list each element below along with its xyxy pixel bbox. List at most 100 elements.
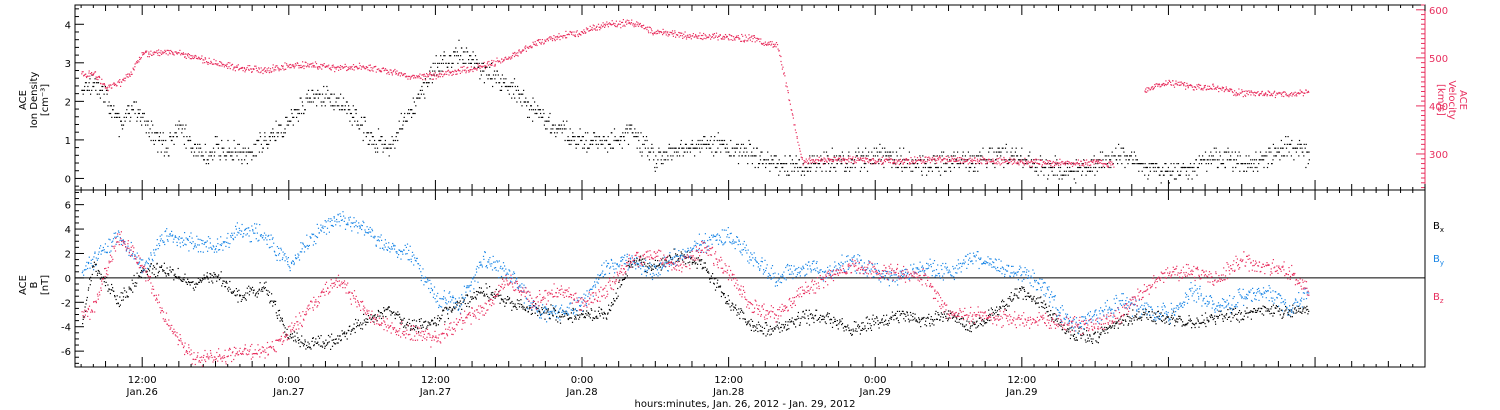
data-point	[304, 65, 306, 67]
data-point	[478, 291, 480, 294]
data-point	[986, 166, 988, 169]
data-point	[285, 334, 287, 336]
data-point	[1296, 92, 1298, 94]
data-point	[595, 139, 597, 142]
data-point	[436, 74, 438, 76]
data-point	[155, 268, 157, 270]
data-point	[162, 52, 164, 55]
data-point	[914, 166, 916, 169]
data-point	[1218, 91, 1220, 93]
data-point	[443, 74, 445, 76]
data-point	[259, 132, 261, 134]
data-point	[225, 155, 228, 157]
data-point	[1260, 93, 1262, 95]
data-point	[365, 67, 367, 70]
data-point	[124, 120, 126, 122]
data-point	[178, 278, 180, 280]
data-point	[322, 341, 324, 343]
data-point	[969, 157, 971, 159]
data-point	[823, 157, 825, 159]
data-point	[673, 147, 675, 149]
data-point	[423, 73, 425, 75]
data-point	[733, 155, 735, 157]
data-point	[1160, 85, 1162, 88]
data-point	[815, 159, 817, 161]
data-point	[626, 19, 628, 21]
data-point	[140, 116, 142, 118]
data-point	[1225, 88, 1228, 90]
data-point	[192, 57, 195, 60]
data-point	[272, 136, 274, 138]
data-point	[1092, 159, 1094, 161]
data-point	[1081, 163, 1083, 165]
data-point	[207, 163, 210, 165]
data-point	[724, 37, 726, 39]
data-point	[807, 162, 810, 164]
data-point	[884, 161, 886, 163]
data-point	[1237, 163, 1239, 165]
data-point	[453, 51, 455, 53]
data-point	[319, 66, 321, 68]
data-point	[936, 162, 938, 164]
data-point	[84, 306, 86, 308]
data-point	[200, 57, 203, 59]
data-point	[1048, 166, 1050, 169]
data-point	[511, 97, 513, 99]
data-point	[248, 68, 250, 70]
data-point	[150, 50, 152, 52]
data-point	[263, 282, 266, 284]
data-point	[104, 285, 107, 287]
data-point	[1110, 166, 1112, 169]
data-point	[391, 74, 393, 76]
data-point	[247, 292, 249, 294]
data-point	[357, 124, 359, 126]
data-point	[711, 36, 713, 38]
data-point	[920, 162, 923, 164]
data-point	[256, 69, 258, 72]
data-point	[556, 38, 558, 40]
data-point	[355, 326, 358, 328]
data-point	[124, 77, 127, 79]
data-point	[215, 63, 217, 65]
data-point	[725, 36, 728, 38]
data-point	[1298, 155, 1300, 157]
data-point	[785, 163, 787, 165]
data-point	[103, 276, 105, 278]
data-point	[967, 159, 969, 161]
data-point	[608, 22, 611, 24]
data-point	[557, 128, 559, 130]
data-point	[1038, 163, 1040, 165]
data-point	[105, 87, 107, 89]
data-point	[479, 67, 481, 70]
data-point	[1157, 84, 1159, 86]
data-point	[287, 120, 289, 122]
data-point	[524, 101, 526, 103]
data-point	[157, 151, 159, 153]
data-point	[390, 147, 392, 149]
data-point	[134, 66, 136, 68]
data-point	[1047, 160, 1049, 162]
x-tick-date-label: Jan.29	[859, 387, 891, 398]
data-point	[502, 59, 505, 61]
data-point	[446, 73, 448, 75]
data-point	[317, 89, 319, 91]
data-point	[284, 331, 286, 333]
data-point	[422, 326, 424, 328]
data-point	[197, 143, 199, 145]
data-point	[352, 329, 354, 331]
data-point	[120, 120, 122, 122]
top-left-ylabel-line1: ACE	[18, 90, 29, 110]
data-point	[1020, 155, 1022, 157]
data-point	[1225, 86, 1227, 88]
data-point	[864, 161, 866, 163]
data-point	[696, 147, 698, 149]
data-point	[316, 342, 318, 344]
data-point	[796, 163, 798, 165]
data-point	[325, 65, 328, 67]
data-point	[1086, 170, 1089, 172]
data-point	[439, 76, 441, 78]
data-point	[497, 60, 499, 62]
data-point	[327, 97, 329, 99]
data-point	[929, 157, 931, 159]
